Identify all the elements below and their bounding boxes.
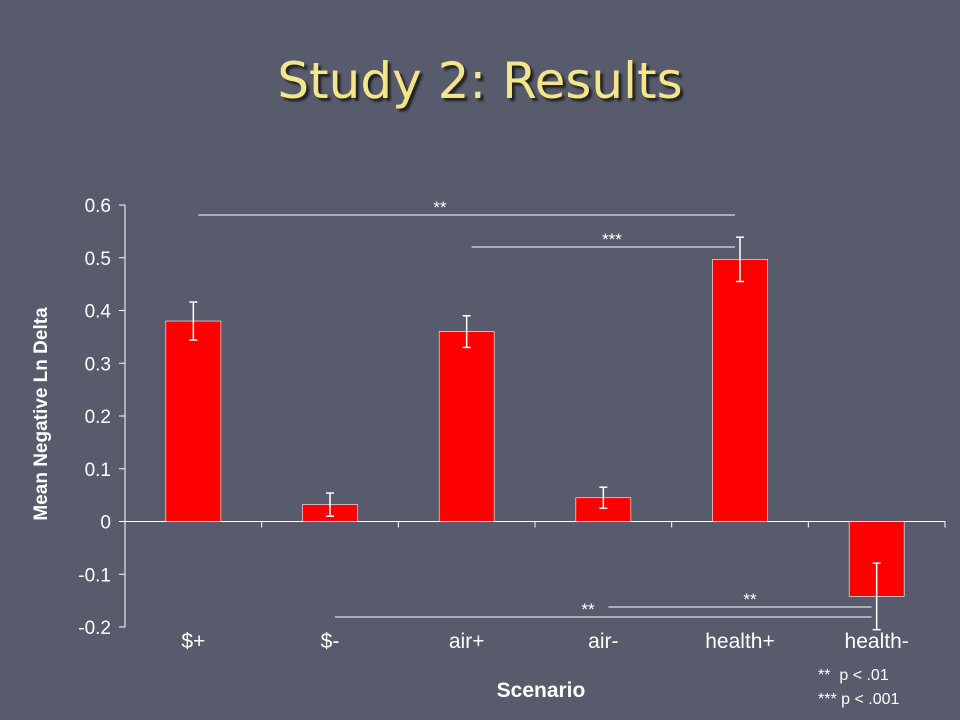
significance-notes: ** p < .01 *** p < .001 <box>818 664 899 712</box>
slide-title: Study 2: Results <box>277 52 683 110</box>
y-tick-label: 0.3 <box>85 354 111 375</box>
significance-label: *** <box>602 230 622 249</box>
x-tick-label: $+ <box>181 630 205 653</box>
bar-air+ <box>438 331 495 522</box>
y-tick-label: -0.1 <box>78 565 111 586</box>
bar-health+ <box>712 259 768 522</box>
x-tick-label: $- <box>321 630 340 653</box>
significance-label: ** <box>581 600 595 619</box>
significance-label: ** <box>433 198 447 217</box>
y-tick-label: -0.2 <box>78 618 111 639</box>
y-tick-label: 0.2 <box>85 407 111 428</box>
y-tick-label: 0.5 <box>85 249 111 270</box>
x-tick-label: air- <box>588 630 618 653</box>
bar-$+ <box>165 320 222 522</box>
y-tick-label: 0.4 <box>85 302 112 323</box>
note-p01: ** p < .01 <box>818 667 889 684</box>
x-tick-label: air+ <box>449 630 485 653</box>
x-axis-title: Scenario <box>497 679 586 702</box>
y-axis-title: Mean Negative Ln Delta <box>31 307 52 521</box>
y-tick-label: 0 <box>100 513 111 534</box>
significance-label: ** <box>743 590 757 609</box>
x-tick-label: health- <box>845 630 909 653</box>
y-tick-label: 0.1 <box>85 460 111 481</box>
y-tick-label: 0.6 <box>85 196 111 217</box>
x-tick-label: health+ <box>705 630 774 653</box>
note-p001: *** p < .001 <box>818 691 900 708</box>
